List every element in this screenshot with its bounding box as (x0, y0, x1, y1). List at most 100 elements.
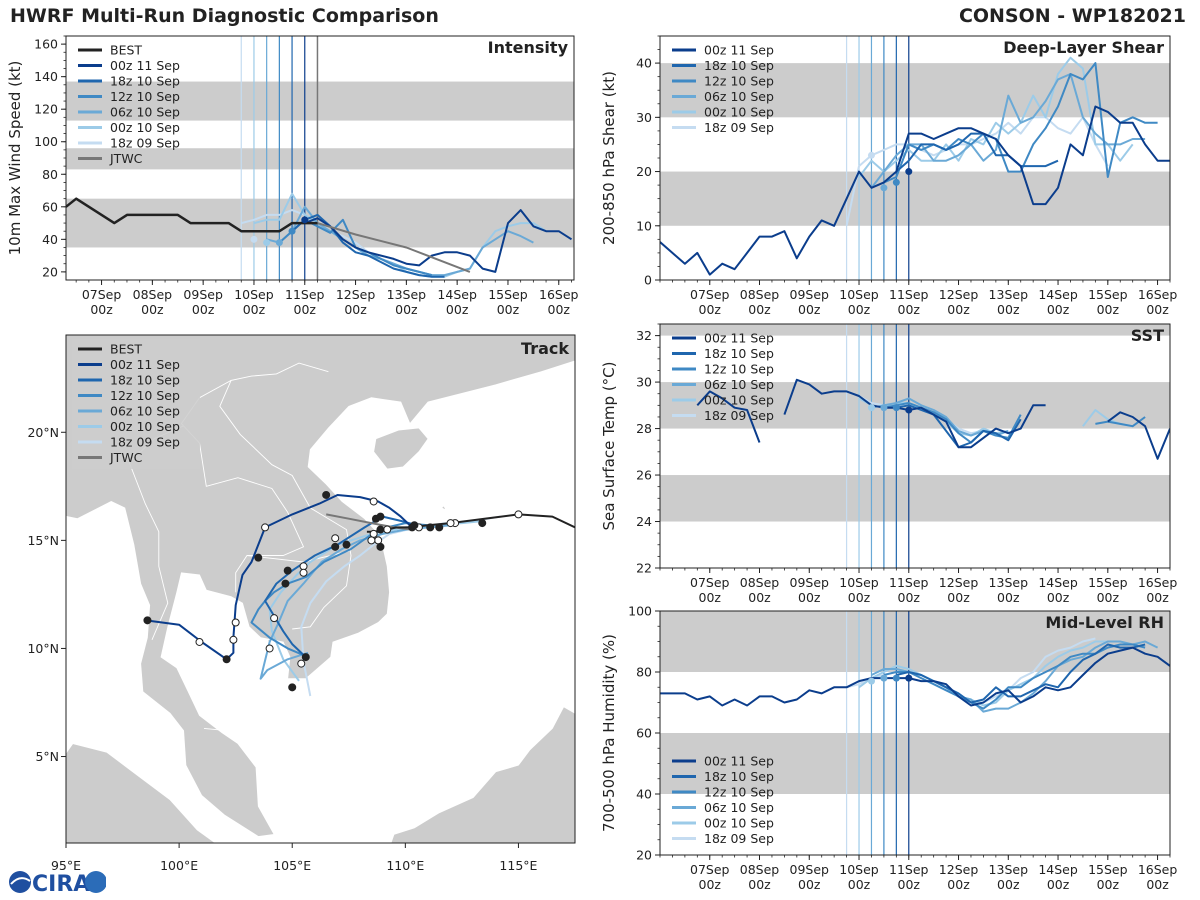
track-position-marker (301, 653, 310, 662)
legend-label: 18z 10 Sep (110, 74, 180, 89)
series-line-00z-11-sep (304, 209, 573, 273)
legend-label: 12z 10 Sep (110, 388, 180, 403)
threshold-band (660, 475, 1170, 522)
legend-label: 18z 10 Sep (704, 58, 774, 73)
x-tick-hour: 00z (1047, 302, 1070, 317)
init-marker (288, 227, 296, 235)
x-tick-hour: 00z (548, 302, 571, 317)
legend-label: 18z 09 Sep (110, 136, 180, 151)
legend-label: 00z 10 Sep (704, 393, 774, 408)
x-tick-day: 07Sep (690, 862, 730, 877)
lon-tick-label: 115°E (499, 858, 537, 873)
init-marker (880, 674, 888, 682)
x-tick-day: 11Sep (889, 862, 929, 877)
init-marker (301, 216, 309, 224)
track-position-marker (288, 683, 297, 692)
x-tick-day: 12Sep (939, 575, 979, 590)
y-tick-label: 20 (636, 164, 652, 179)
x-tick-hour: 00z (1097, 877, 1120, 892)
x-tick-day: 11Sep (889, 287, 929, 302)
legend-label: BEST (110, 43, 142, 58)
legend-label: 12z 10 Sep (704, 785, 774, 800)
legend-label: 18z 10 Sep (704, 346, 774, 361)
x-tick-hour: 00z (192, 302, 215, 317)
x-tick-hour: 00z (748, 877, 771, 892)
x-tick-day: 11Sep (285, 287, 325, 302)
track-position-marker (229, 635, 238, 644)
series-line-12z-10-sep (883, 402, 1022, 444)
x-tick-day: 15Sep (1088, 575, 1128, 590)
track-position-marker (322, 490, 331, 499)
track-position-marker (514, 510, 523, 519)
x-tick-hour: 00z (997, 590, 1020, 605)
legend-label: 00z 11 Sep (704, 754, 774, 769)
legend-label: 06z 10 Sep (110, 105, 180, 120)
track-position-marker (281, 579, 290, 588)
y-axis-label: Sea Surface Temp (°C) (600, 361, 618, 530)
x-tick-hour: 00z (798, 877, 821, 892)
lon-tick-label: 105°E (273, 858, 311, 873)
series-line-00z-11-sep-c (1107, 411, 1170, 460)
legend-label: 00z 11 Sep (704, 43, 774, 58)
x-tick-day: 07Sep (690, 575, 730, 590)
legend-label: 00z 10 Sep (704, 105, 774, 120)
legend-label: 06z 10 Sep (704, 377, 774, 392)
legend-label: 06z 10 Sep (110, 404, 180, 419)
plot-frame (659, 323, 1171, 569)
init-marker (905, 674, 913, 682)
x-tick-hour: 00z (1146, 877, 1169, 892)
track-position-marker (331, 542, 340, 551)
x-tick-day: 09Sep (790, 862, 830, 877)
y-tick-label: 20 (42, 264, 58, 279)
series-line-best (66, 197, 318, 233)
track-position-marker (195, 637, 204, 646)
series-line-00z-11-sep (660, 646, 1170, 707)
x-tick-day: 14Sep (1038, 862, 1078, 877)
y-tick-label: 24 (636, 514, 652, 529)
series-line-00z-11-sep (660, 105, 1170, 276)
legend-label: 18z 10 Sep (110, 373, 180, 388)
threshold-band (660, 324, 1170, 336)
track-line-06z-10-sep (259, 524, 451, 680)
x-tick-day: 08Sep (740, 575, 780, 590)
x-tick-hour: 00z (898, 302, 921, 317)
x-tick-day: 14Sep (437, 287, 477, 302)
init-marker (880, 184, 888, 192)
x-tick-hour: 00z (395, 302, 418, 317)
lon-tick-label: 110°E (386, 858, 424, 873)
y-tick-label: 30 (636, 375, 652, 390)
x-tick-hour: 00z (699, 590, 722, 605)
x-tick-day: 08Sep (740, 862, 780, 877)
series-line-00z-10-sep (858, 640, 1108, 707)
series-group (660, 56, 1170, 276)
x-tick-hour: 00z (141, 302, 164, 317)
init-marker (867, 404, 875, 412)
y-tick-label: 100 (628, 604, 652, 619)
x-tick-day: 15Sep (1088, 287, 1128, 302)
init-marker (275, 239, 283, 247)
series-line-18z-10-sep (291, 213, 445, 278)
y-tick-label: 26 (636, 468, 652, 483)
track-position-marker (369, 497, 378, 506)
y-tick-label: 40 (636, 56, 652, 71)
series-line-jtwc (317, 222, 471, 273)
x-tick-day: 09Sep (790, 287, 830, 302)
x-tick-day: 09Sep (790, 575, 830, 590)
x-tick-hour: 00z (947, 590, 970, 605)
track-position-marker (270, 614, 279, 623)
threshold-band (66, 148, 574, 170)
legend-background (72, 339, 200, 469)
x-tick-hour: 00z (344, 302, 367, 317)
track-panel: 95°E 100°E 105°E 110°E 115°E 5°N 10°N 15°N 20°N T… (27, 334, 576, 873)
x-tick-day: 13Sep (989, 575, 1029, 590)
sst-panel: 22242628303207Sep00z08Sep00z09Sep00z10Se… (600, 323, 1177, 605)
x-tick-hour: 00z (997, 877, 1020, 892)
x-tick-hour: 00z (997, 302, 1020, 317)
x-tick-hour: 00z (699, 877, 722, 892)
track-line-00z-11-sep (145, 494, 413, 661)
series-group (660, 637, 1170, 713)
x-tick-day: 15Sep (1088, 862, 1128, 877)
legend-label: 18z 09 Sep (704, 408, 774, 423)
